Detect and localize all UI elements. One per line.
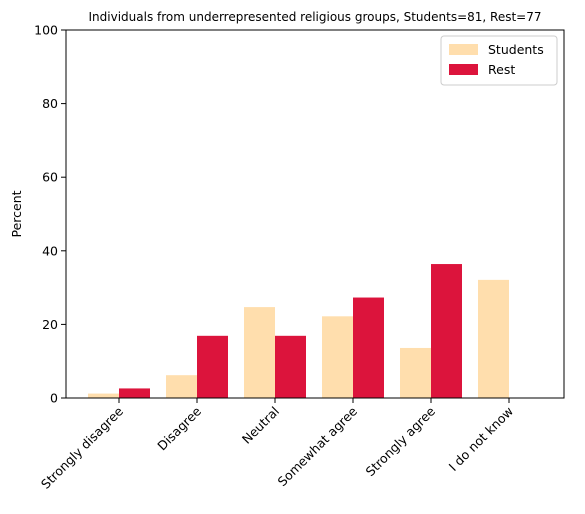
bar-rest-2	[275, 335, 306, 398]
y-tick-label: 100	[34, 23, 58, 38]
bar-students-0	[88, 393, 119, 398]
chart-title: Individuals from underrepresented religi…	[89, 10, 542, 24]
legend: Students Rest	[440, 35, 558, 86]
legend-swatch-students	[449, 44, 478, 55]
x-tick-label: Strongly agree	[363, 403, 439, 479]
bar-students-1	[166, 375, 197, 398]
x-tick-label: Somewhat agree	[275, 403, 361, 489]
bar-rest-1	[197, 335, 228, 398]
y-tick-label: 40	[42, 243, 58, 258]
y-tick-label: 80	[42, 96, 58, 111]
y-axis-label: Percent	[9, 190, 24, 237]
x-tick-label: Disagree	[154, 403, 204, 453]
x-tick-label: Strongly disagree	[38, 403, 126, 491]
legend-swatch-rest	[449, 64, 478, 75]
bar-students-2	[244, 307, 275, 398]
bar-rest-3	[353, 297, 384, 398]
x-axis: Strongly disagree Disagree NeutralSomewhat…	[38, 398, 516, 492]
bar-rest-0	[119, 388, 150, 398]
x-tick-label: Neutral	[239, 404, 282, 447]
legend-label-students: Students	[488, 42, 544, 57]
legend-label-rest: Rest	[488, 62, 515, 77]
plot-frame	[65, 29, 565, 399]
bar-students-5	[478, 279, 509, 398]
bar-rest-4	[431, 264, 462, 398]
y-tick-label: 20	[42, 317, 58, 332]
bars-group	[88, 264, 509, 398]
y-tick-label: 0	[50, 391, 58, 406]
y-tick-label: 60	[42, 170, 58, 185]
bar-students-4	[400, 347, 431, 398]
y-axis: 0 20 40 60 80 100	[34, 23, 66, 406]
bar-students-3	[322, 316, 353, 398]
x-tick-label: I do not know	[446, 404, 517, 475]
